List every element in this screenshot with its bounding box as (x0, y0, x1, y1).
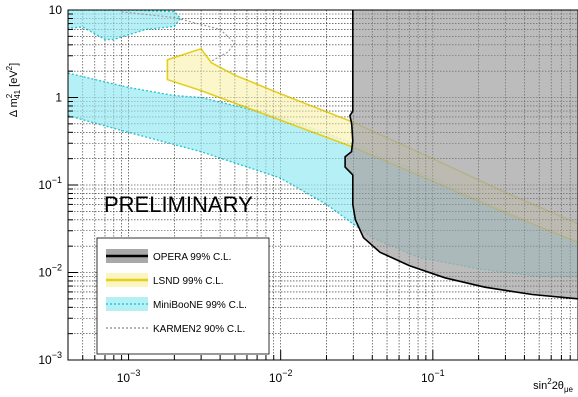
legend-label: KARMEN2 90% C.L. (153, 324, 245, 335)
legend-entry: MiniBooNE 99% C.L. (106, 297, 247, 311)
y-tick-label: 10−3 (38, 350, 62, 367)
y-tick-label: 10 (49, 3, 63, 17)
x-tick-labels: 10−3 10−2 10−1 (117, 368, 445, 385)
legend-label: LSND 99% C.L. (153, 276, 224, 287)
legend: OPERA 99% C.L. LSND 99% C.L. MiniBooNE 99%… (96, 237, 270, 355)
legend-label: OPERA 99% C.L. (153, 252, 231, 263)
y-tick-label: 10−2 (38, 263, 62, 280)
preliminary-annotation: PRELIMINARY (104, 192, 253, 217)
axis-ticks (67, 9, 578, 361)
y-axis-label: Δ m241 [eV2] (5, 63, 22, 117)
y-tick-label: 10−1 (38, 175, 62, 192)
legend-label: MiniBooNE 99% C.L. (153, 300, 247, 311)
opera-boundary (344, 10, 578, 300)
karmen2-limit-line (121, 11, 236, 62)
y-tick-label: 1 (55, 91, 62, 105)
x-tick-label: 10−3 (117, 368, 141, 385)
legend-entry: OPERA 99% C.L. (106, 249, 231, 263)
miniboone-upper-island (68, 10, 182, 41)
x-tick-label: 10−1 (421, 368, 445, 385)
legend-entry: LSND 99% C.L. (106, 273, 224, 287)
x-axis-label: sin22θμe (533, 377, 573, 394)
x-tick-label: 10−2 (269, 368, 293, 385)
y-tick-labels: 10−3 10−2 10−1 1 10 (38, 3, 62, 367)
legend-entry: KARMEN2 90% C.L. (106, 324, 245, 335)
opera-excluded-region (345, 10, 578, 299)
contour-regions (68, 10, 578, 300)
